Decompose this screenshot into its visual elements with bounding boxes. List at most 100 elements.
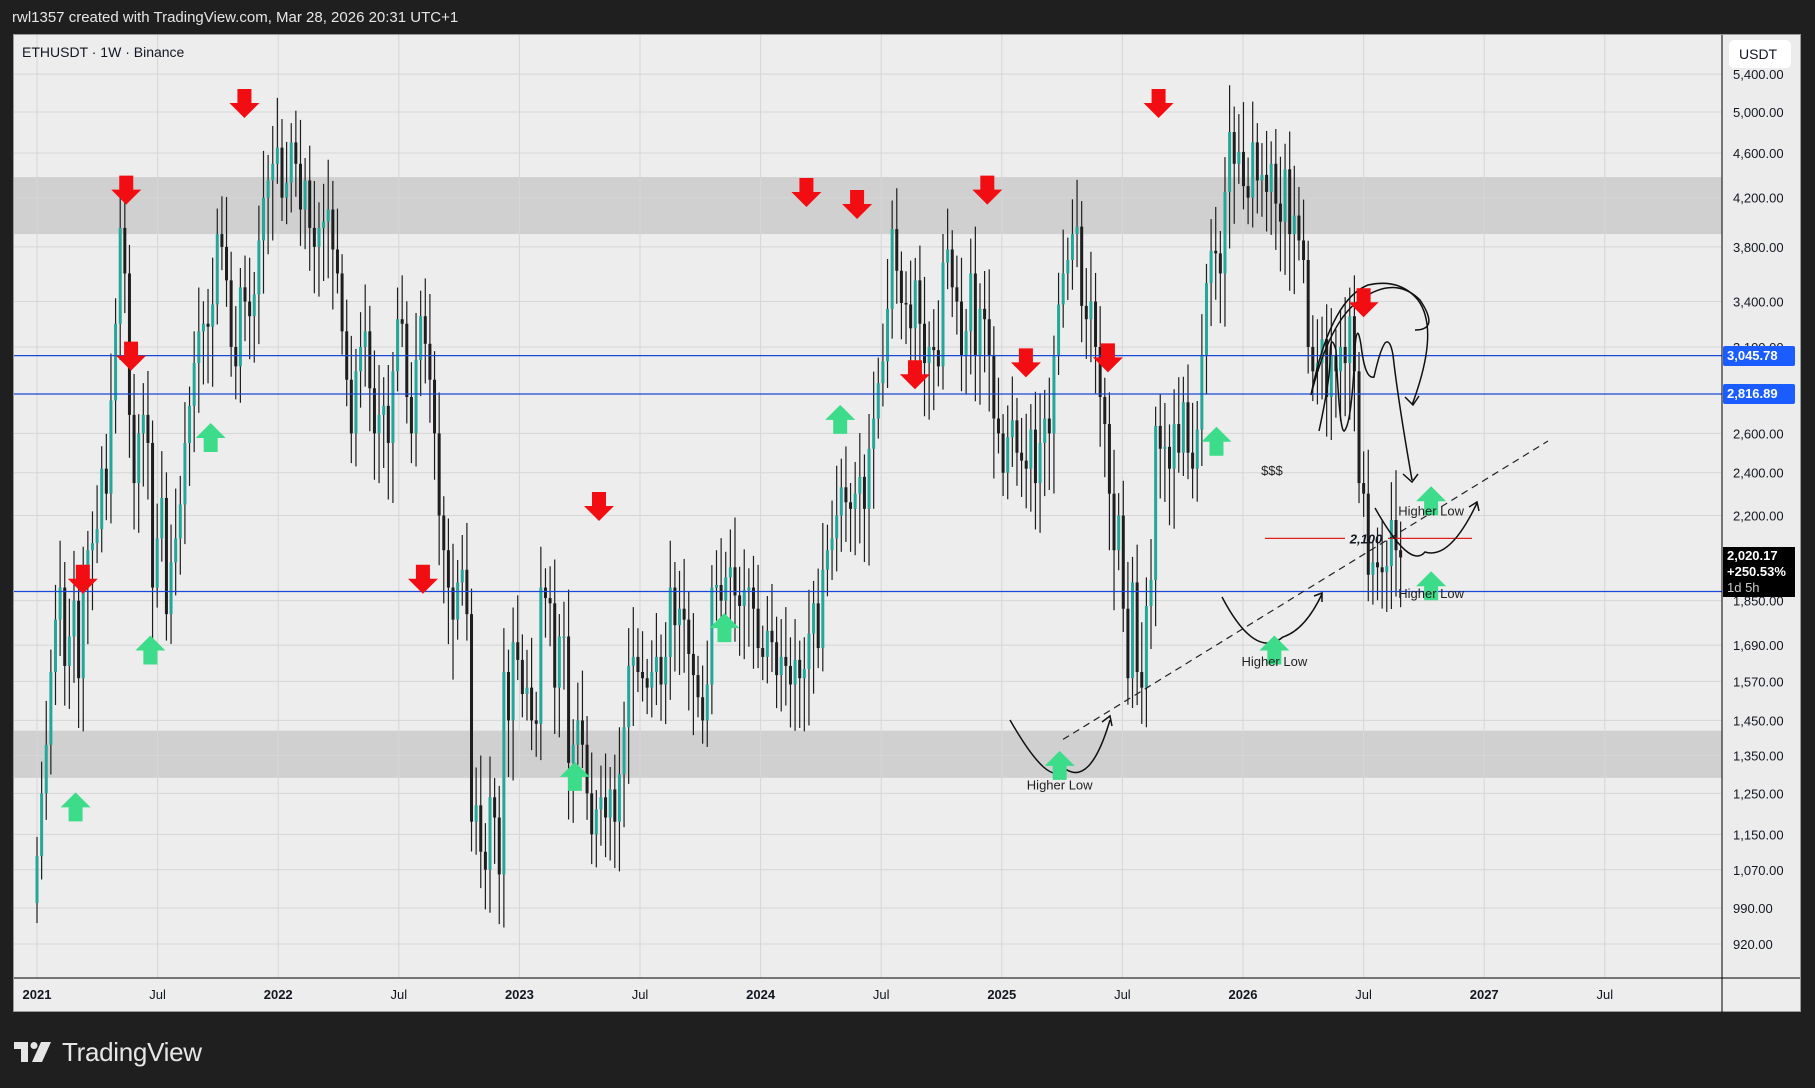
buy-arrow-icon[interactable] [1044, 750, 1075, 780]
candle-body [631, 656, 635, 666]
candle-body [1223, 191, 1227, 274]
annotation-text: Higher Low [1398, 504, 1464, 519]
candle-body [673, 587, 677, 626]
candle-body [1020, 452, 1024, 461]
candle-body [802, 668, 806, 679]
trendline[interactable] [1062, 440, 1549, 740]
currency-button[interactable]: USDT [1729, 40, 1791, 68]
candle-body [317, 227, 321, 247]
sell-arrow-icon[interactable] [1348, 288, 1379, 318]
candle-body [460, 569, 464, 583]
candle-body [580, 720, 584, 745]
sell-arrow-icon[interactable] [842, 190, 873, 220]
buy-arrow-icon[interactable] [1259, 635, 1290, 665]
sell-arrow-icon[interactable] [899, 360, 930, 390]
candle-body [1006, 437, 1010, 473]
candle-body [622, 727, 626, 775]
symbol-legend[interactable]: ETHUSDT · 1W · Binance [22, 44, 185, 60]
sell-arrow-icon[interactable] [111, 175, 142, 205]
candle-body [849, 502, 853, 509]
sell-arrow-icon[interactable] [229, 88, 260, 118]
candle-body [1144, 606, 1148, 688]
plot-area[interactable]: 2,100 Higher Low Higher Low Higher Low Highe… [14, 35, 1722, 978]
candle-body [978, 308, 982, 355]
candle-body [659, 656, 663, 685]
candle-body [1265, 174, 1269, 192]
distribution-arc[interactable] [1310, 282, 1429, 407]
candle-body [90, 543, 94, 551]
candle-body [49, 672, 53, 745]
candle-body [1389, 520, 1393, 567]
price-axis[interactable] [1722, 35, 1800, 978]
candle-body [211, 304, 215, 327]
candle-body [479, 805, 483, 852]
candle-body [557, 636, 561, 688]
candle-body [151, 442, 155, 588]
candle-body [682, 608, 686, 620]
candle-body [132, 414, 136, 484]
sell-arrow-icon[interactable] [116, 341, 147, 371]
time-tick: Jul [632, 987, 649, 1002]
sell-arrow-icon[interactable] [1143, 88, 1174, 118]
candle-body [58, 587, 62, 620]
candle-body [784, 656, 788, 666]
sell-arrow-icon[interactable] [972, 175, 1003, 205]
candle-body [368, 331, 372, 389]
candle-body [340, 273, 344, 332]
candle-body [400, 319, 404, 324]
candle-body [756, 608, 760, 649]
price-tick: 1,450.00 [1733, 713, 1784, 728]
buy-arrow-icon[interactable] [1416, 486, 1447, 516]
sell-arrow-icon[interactable] [1092, 343, 1123, 373]
candle-body [530, 687, 534, 721]
candle-body [1246, 186, 1250, 198]
candle-body [654, 656, 658, 673]
candle-body [1214, 250, 1218, 254]
candle-body [1033, 429, 1037, 484]
higher-low-curve[interactable] [1221, 591, 1323, 644]
candle-body [812, 603, 816, 634]
price-tick: 990.00 [1733, 901, 1773, 916]
buy-arrow-icon[interactable] [60, 792, 91, 822]
price-tick: 1,690.00 [1733, 638, 1784, 653]
candle-body [160, 497, 164, 539]
candle-body [1057, 304, 1061, 355]
candle-body [904, 303, 908, 305]
price-tick: 1,150.00 [1733, 827, 1784, 842]
price-tick: 1,850.00 [1733, 594, 1784, 609]
candle-body [1241, 151, 1245, 187]
candle-body [650, 672, 654, 688]
buy-arrow-icon[interactable] [559, 761, 590, 791]
candle-body [488, 797, 492, 870]
candle-body [1385, 566, 1389, 573]
buy-arrow-icon[interactable] [825, 404, 856, 434]
sell-arrow-icon[interactable] [407, 564, 438, 594]
buy-arrow-icon[interactable] [195, 423, 226, 453]
buy-arrow-icon[interactable] [1201, 426, 1232, 456]
sell-arrow-icon[interactable] [1010, 348, 1041, 378]
tradingview-logo[interactable]: TradingView [14, 1036, 202, 1068]
buy-arrow-icon[interactable] [1416, 571, 1447, 601]
scenario-path[interactable] [1318, 332, 1419, 484]
candle-body [923, 323, 927, 364]
candle-body [534, 720, 538, 724]
distribution-arc[interactable] [1310, 286, 1430, 396]
buy-arrow-icon[interactable] [709, 613, 740, 643]
sell-arrow-icon[interactable] [583, 492, 614, 522]
candle-body [215, 234, 219, 305]
candle-body [123, 227, 127, 274]
candle-body [636, 656, 640, 673]
buy-arrow-icon[interactable] [135, 635, 166, 665]
candle-body [1107, 424, 1111, 494]
candle-body [183, 442, 187, 505]
sell-arrow-icon[interactable] [67, 564, 98, 594]
candle-body [1399, 550, 1403, 558]
sell-arrow-icon[interactable] [791, 177, 822, 207]
candle-body [354, 371, 358, 434]
higher-low-curve[interactable] [1374, 500, 1480, 557]
candle-body [164, 497, 168, 615]
candle-body [1070, 234, 1074, 260]
candle-body [1047, 418, 1051, 434]
candle-body [1311, 346, 1315, 372]
